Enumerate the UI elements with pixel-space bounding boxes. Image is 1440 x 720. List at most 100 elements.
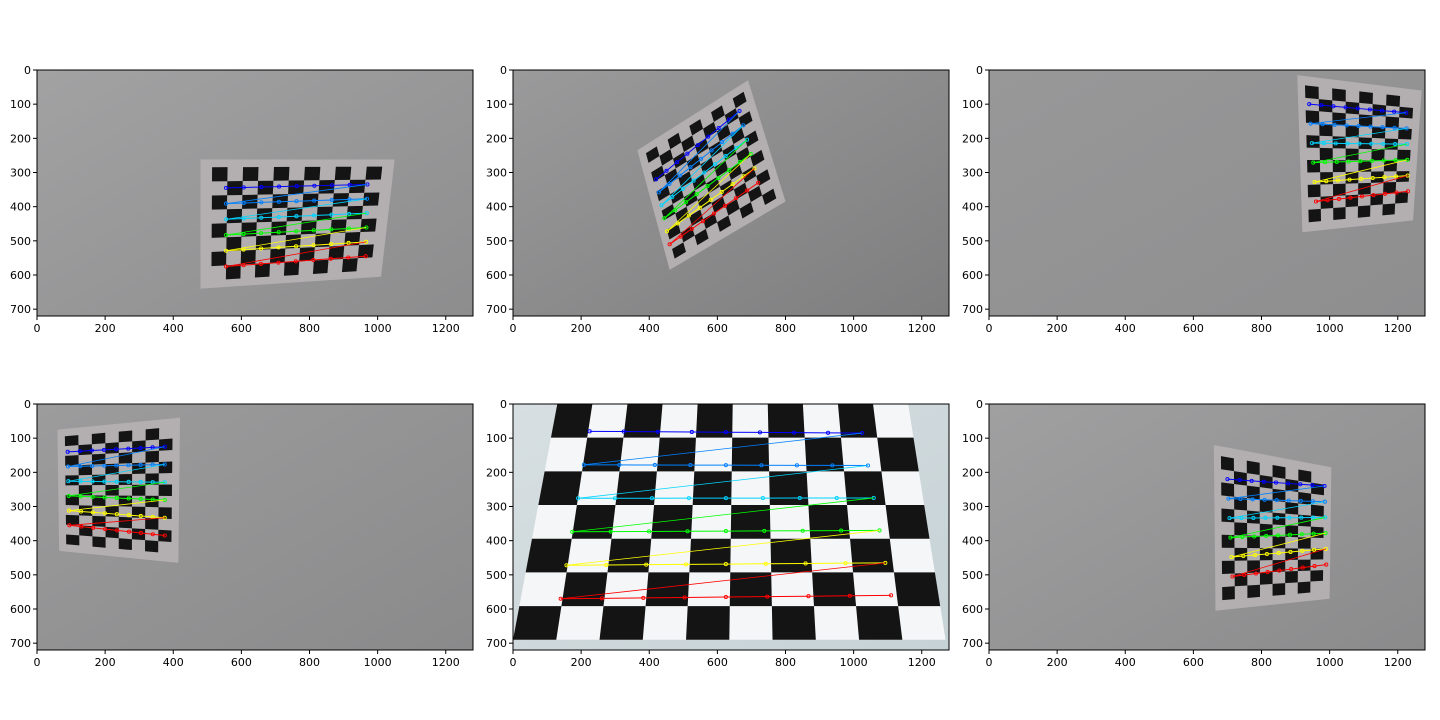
axes-frame — [36, 69, 474, 317]
x-tick-label: 800 — [775, 322, 796, 335]
x-tick-label: 200 — [95, 322, 116, 335]
y-tick-label: 300 — [10, 501, 31, 514]
x-tick-label: 1200 — [908, 656, 936, 669]
y-tick-label: 600 — [486, 603, 507, 616]
y-tick-label: 400 — [486, 201, 507, 214]
y-tick-label: 100 — [962, 98, 983, 111]
x-tick-label: 1200 — [1384, 322, 1412, 335]
x-tick-label: 600 — [1183, 322, 1204, 335]
y-tick-label: 400 — [486, 535, 507, 548]
y-tick-label: 300 — [10, 167, 31, 180]
photo-background — [989, 404, 1425, 650]
x-tick-label: 1000 — [840, 322, 868, 335]
y-tick-label: 400 — [962, 201, 983, 214]
x-tick-label: 800 — [775, 656, 796, 669]
x-tick-label: 1200 — [908, 322, 936, 335]
y-tick-label: 500 — [10, 569, 31, 582]
y-tick-label: 200 — [486, 132, 507, 145]
y-tick-label: 100 — [10, 432, 31, 445]
y-tick-label: 0 — [24, 398, 31, 411]
detected-corners — [1225, 477, 1329, 579]
y-tick-label: 700 — [962, 303, 983, 316]
checkerboard — [57, 417, 181, 563]
x-tick-label: 200 — [1047, 656, 1068, 669]
x-tick-label: 600 — [231, 322, 252, 335]
axes-frame — [512, 403, 950, 651]
y-tick-label: 600 — [10, 269, 31, 282]
y-tick-label: 500 — [486, 569, 507, 582]
x-tick-label: 200 — [571, 656, 592, 669]
checkerboard — [513, 404, 946, 640]
axes-frame — [988, 403, 1426, 651]
y-tick-label: 300 — [962, 167, 983, 180]
detected-corners — [223, 182, 370, 269]
x-tick-label: 1200 — [432, 322, 460, 335]
detected-corners — [1307, 102, 1411, 204]
y-tick-label: 0 — [500, 64, 507, 77]
x-tick-label: 800 — [1251, 656, 1272, 669]
panel-5: 0 200 400 600 800 1000 1200 0 100 200 300 400 500 600… — [486, 398, 950, 669]
panel-3: 0 200 400 600 800 1000 1200 0 100 200 300 400 500 600… — [962, 64, 1426, 335]
y-tick-label: 400 — [962, 535, 983, 548]
y-tick-label: 700 — [10, 637, 31, 650]
x-tick-label: 1200 — [1384, 656, 1412, 669]
y-tick-label: 200 — [962, 466, 983, 479]
x-tick-label: 400 — [1115, 656, 1136, 669]
y-tick-label: 300 — [486, 501, 507, 514]
x-tick-label: 200 — [95, 656, 116, 669]
x-tick-label: 0 — [34, 322, 41, 335]
detected-corners — [654, 108, 761, 247]
axes-frame — [36, 403, 474, 651]
x-tick-label: 0 — [510, 656, 517, 669]
x-tick-label: 0 — [34, 656, 41, 669]
y-tick-label: 600 — [962, 603, 983, 616]
x-tick-label: 400 — [639, 656, 660, 669]
y-tick-label: 100 — [486, 98, 507, 111]
y-tick-label: 0 — [976, 64, 983, 77]
x-tick-label: 400 — [1115, 322, 1136, 335]
panel-1: 0 200 400 600 800 1000 1200 0 100 200 300 400 500 600… — [10, 64, 474, 335]
x-tick-label: 800 — [299, 322, 320, 335]
y-tick-label: 300 — [962, 501, 983, 514]
y-tick-label: 200 — [962, 132, 983, 145]
x-tick-label: 1200 — [432, 656, 460, 669]
x-tick-label: 1000 — [364, 656, 392, 669]
x-tick-label: 1000 — [364, 322, 392, 335]
x-tick-label: 800 — [1251, 322, 1272, 335]
y-tick-label: 600 — [962, 269, 983, 282]
y-tick-label: 100 — [10, 98, 31, 111]
y-tick-label: 300 — [486, 167, 507, 180]
x-tick-label: 400 — [163, 656, 184, 669]
x-tick-label: 600 — [1183, 656, 1204, 669]
axes-frame — [988, 69, 1426, 317]
y-tick-label: 600 — [486, 269, 507, 282]
x-tick-label: 600 — [231, 656, 252, 669]
y-tick-label: 700 — [10, 303, 31, 316]
checkerboard — [637, 80, 786, 270]
y-tick-label: 0 — [500, 398, 507, 411]
x-tick-label: 400 — [639, 322, 660, 335]
y-tick-label: 200 — [10, 132, 31, 145]
x-tick-label: 0 — [986, 656, 993, 669]
x-tick-label: 1000 — [840, 656, 868, 669]
x-tick-label: 0 — [986, 322, 993, 335]
y-tick-label: 700 — [962, 637, 983, 650]
x-tick-label: 400 — [163, 322, 184, 335]
y-tick-label: 500 — [962, 569, 983, 582]
x-tick-label: 1000 — [1316, 656, 1344, 669]
detected-corners — [65, 444, 167, 538]
y-tick-label: 0 — [24, 64, 31, 77]
x-tick-label: 200 — [1047, 322, 1068, 335]
y-tick-label: 0 — [976, 398, 983, 411]
y-tick-label: 500 — [962, 235, 983, 248]
y-tick-label: 700 — [486, 637, 507, 650]
y-tick-label: 500 — [486, 235, 507, 248]
y-tick-label: 400 — [10, 535, 31, 548]
x-tick-label: 0 — [510, 322, 517, 335]
panel-4: 0 200 400 600 800 1000 1200 0 100 200 300 400 500 600… — [10, 398, 474, 669]
checkerboard — [1213, 445, 1332, 611]
x-tick-label: 200 — [571, 322, 592, 335]
axes-frame — [512, 69, 950, 317]
detected-corners — [558, 429, 894, 601]
